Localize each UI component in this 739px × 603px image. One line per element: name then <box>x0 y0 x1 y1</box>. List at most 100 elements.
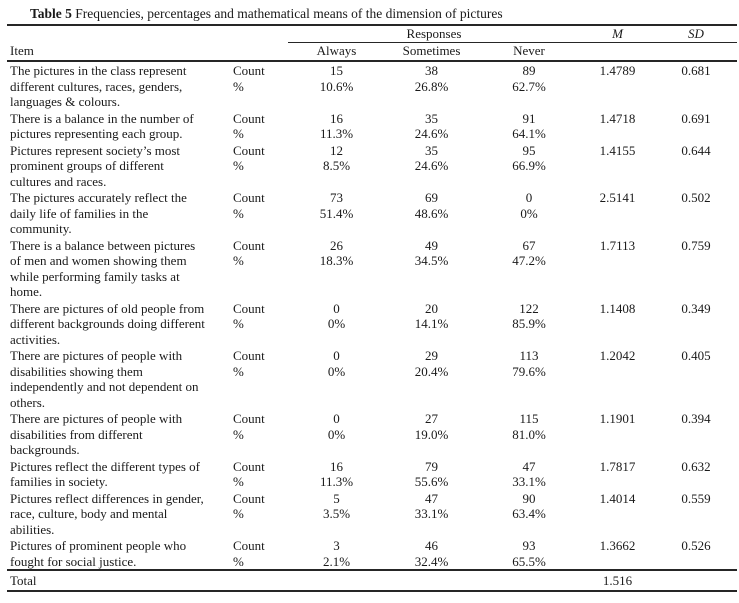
never-cell: 47 33.1% <box>478 458 580 490</box>
never-cell: 91 64.1% <box>478 110 580 142</box>
mean-value: 1.7817 <box>599 458 636 474</box>
count-label: Count <box>233 538 265 553</box>
mean-value: 1.4718 <box>599 110 636 126</box>
measure-label-cell: Count % <box>228 458 288 490</box>
sd-value: 0.632 <box>681 458 711 474</box>
table-body: The pictures in the class represent diff… <box>7 61 737 592</box>
table-row: Pictures reflect the different types of … <box>7 458 737 490</box>
never-percent-value: 33.1% <box>512 474 546 489</box>
sd-value: 0.644 <box>681 142 711 158</box>
always-cell: 0 0% <box>288 347 385 410</box>
always-cell: 5 3.5% <box>288 490 385 538</box>
sometimes-cell: 20 14.1% <box>385 300 478 348</box>
measure-label-cell: Count % <box>228 490 288 538</box>
item-statement: There are pictures of people with disabi… <box>10 411 183 457</box>
always-cell: 73 51.4% <box>288 189 385 237</box>
item-statement: Pictures represent society’s most promin… <box>10 142 181 189</box>
sometimes-cell: 29 20.4% <box>385 347 478 410</box>
never-cell: 122 85.9% <box>478 300 580 348</box>
header-row-columns: Item Always Sometimes Never <box>7 42 737 62</box>
never-cell: 95 66.9% <box>478 142 580 190</box>
always-count-value: 3 <box>333 538 340 553</box>
count-label: Count <box>233 237 265 253</box>
sometimes-percent-value: 48.6% <box>414 205 449 221</box>
never-percent-value: 63.4% <box>512 506 546 521</box>
never-percent-value: 81.0% <box>512 426 546 442</box>
sometimes-cell: 46 32.4% <box>385 537 478 570</box>
always-count-value: 5 <box>333 490 340 506</box>
mean-value: 1.2042 <box>599 348 636 363</box>
percent-label: % <box>233 253 244 268</box>
sd-value: 0.349 <box>681 300 711 316</box>
sometimes-cell: 35 24.6% <box>385 110 478 142</box>
header-spacer <box>580 42 655 62</box>
percent-label: % <box>233 126 244 141</box>
table-row: Pictures reflect differences in gender, … <box>7 490 737 538</box>
sometimes-count-value: 38 <box>425 63 438 78</box>
sometimes-cell: 27 19.0% <box>385 410 478 458</box>
never-count-value: 0 <box>525 190 533 205</box>
always-count-value: 12 <box>330 142 343 158</box>
total-spacer <box>478 569 580 592</box>
sometimes-count-value: 35 <box>425 142 438 158</box>
sometimes-count-value: 47 <box>425 490 438 506</box>
sometimes-percent-value: 55.6% <box>414 474 449 489</box>
sometimes-percent-value: 19.0% <box>414 426 449 442</box>
item-statement: There are pictures of old people from di… <box>10 300 205 347</box>
total-spacer <box>288 569 385 592</box>
header-spacer <box>7 24 288 43</box>
total-spacer <box>655 569 737 592</box>
sometimes-header: Sometimes <box>385 42 478 62</box>
sometimes-percent-value: 26.8% <box>414 78 449 94</box>
never-percent-value: 0% <box>520 205 538 221</box>
mean-header: M <box>580 24 655 43</box>
table-row: Pictures of prominent people who fought … <box>7 537 737 570</box>
sometimes-cell: 47 33.1% <box>385 490 478 538</box>
never-percent-value: 64.1% <box>512 126 546 141</box>
never-cell: 89 62.7% <box>478 61 580 110</box>
sometimes-count-value: 69 <box>425 190 438 205</box>
mean-value: 1.7113 <box>599 237 636 253</box>
never-cell: 93 65.5% <box>478 537 580 570</box>
count-label: Count <box>233 110 265 126</box>
item-statement: The pictures accurately reflect the dail… <box>10 190 187 236</box>
sometimes-percent-value: 33.1% <box>414 506 449 521</box>
count-label: Count <box>233 411 265 426</box>
item-statement: There is a balance in the number of pict… <box>10 110 194 142</box>
always-percent-value: 0% <box>327 363 346 379</box>
always-cell: 16 11.3% <box>288 458 385 490</box>
item-statement: There is a balance between pictures of m… <box>10 237 196 300</box>
percent-label: % <box>233 426 244 442</box>
table-row: There is a balance between pictures of m… <box>7 237 737 300</box>
sometimes-count-value: 29 <box>425 348 438 363</box>
mean-value: 1.4014 <box>599 490 636 506</box>
sometimes-cell: 69 48.6% <box>385 189 478 237</box>
always-percent-value: 8.5% <box>322 158 351 173</box>
never-count-value: 122 <box>519 300 539 316</box>
table-caption-text: Frequencies, percentages and mathematica… <box>71 6 503 21</box>
always-percent-value: 51.4% <box>319 205 354 221</box>
sd-value: 0.691 <box>681 110 711 126</box>
sd-value: 0.759 <box>681 237 711 253</box>
always-cell: 26 18.3% <box>288 237 385 300</box>
never-count-value: 95 <box>522 142 536 158</box>
count-label: Count <box>233 142 265 158</box>
percent-label: % <box>233 474 244 489</box>
percent-label: % <box>233 205 244 221</box>
mean-value: 1.3662 <box>599 538 636 553</box>
sometimes-percent-value: 14.1% <box>414 316 449 331</box>
sometimes-percent-value: 24.6% <box>414 158 449 173</box>
table-row: There is a balance in the number of pict… <box>7 110 737 142</box>
total-row: Total 1.516 <box>7 569 737 592</box>
sd-value: 0.559 <box>681 490 711 506</box>
never-count-value: 93 <box>522 538 536 553</box>
mean-value: 2.5141 <box>599 190 636 205</box>
mean-value: 1.4789 <box>599 63 636 78</box>
sometimes-percent-value: 24.6% <box>414 126 449 141</box>
count-label: Count <box>233 300 265 316</box>
always-count-value: 0 <box>333 348 340 363</box>
always-percent-value: 18.3% <box>319 253 354 268</box>
item-statement: There are pictures of people with disabi… <box>10 348 199 410</box>
sometimes-percent-value: 32.4% <box>414 553 449 569</box>
